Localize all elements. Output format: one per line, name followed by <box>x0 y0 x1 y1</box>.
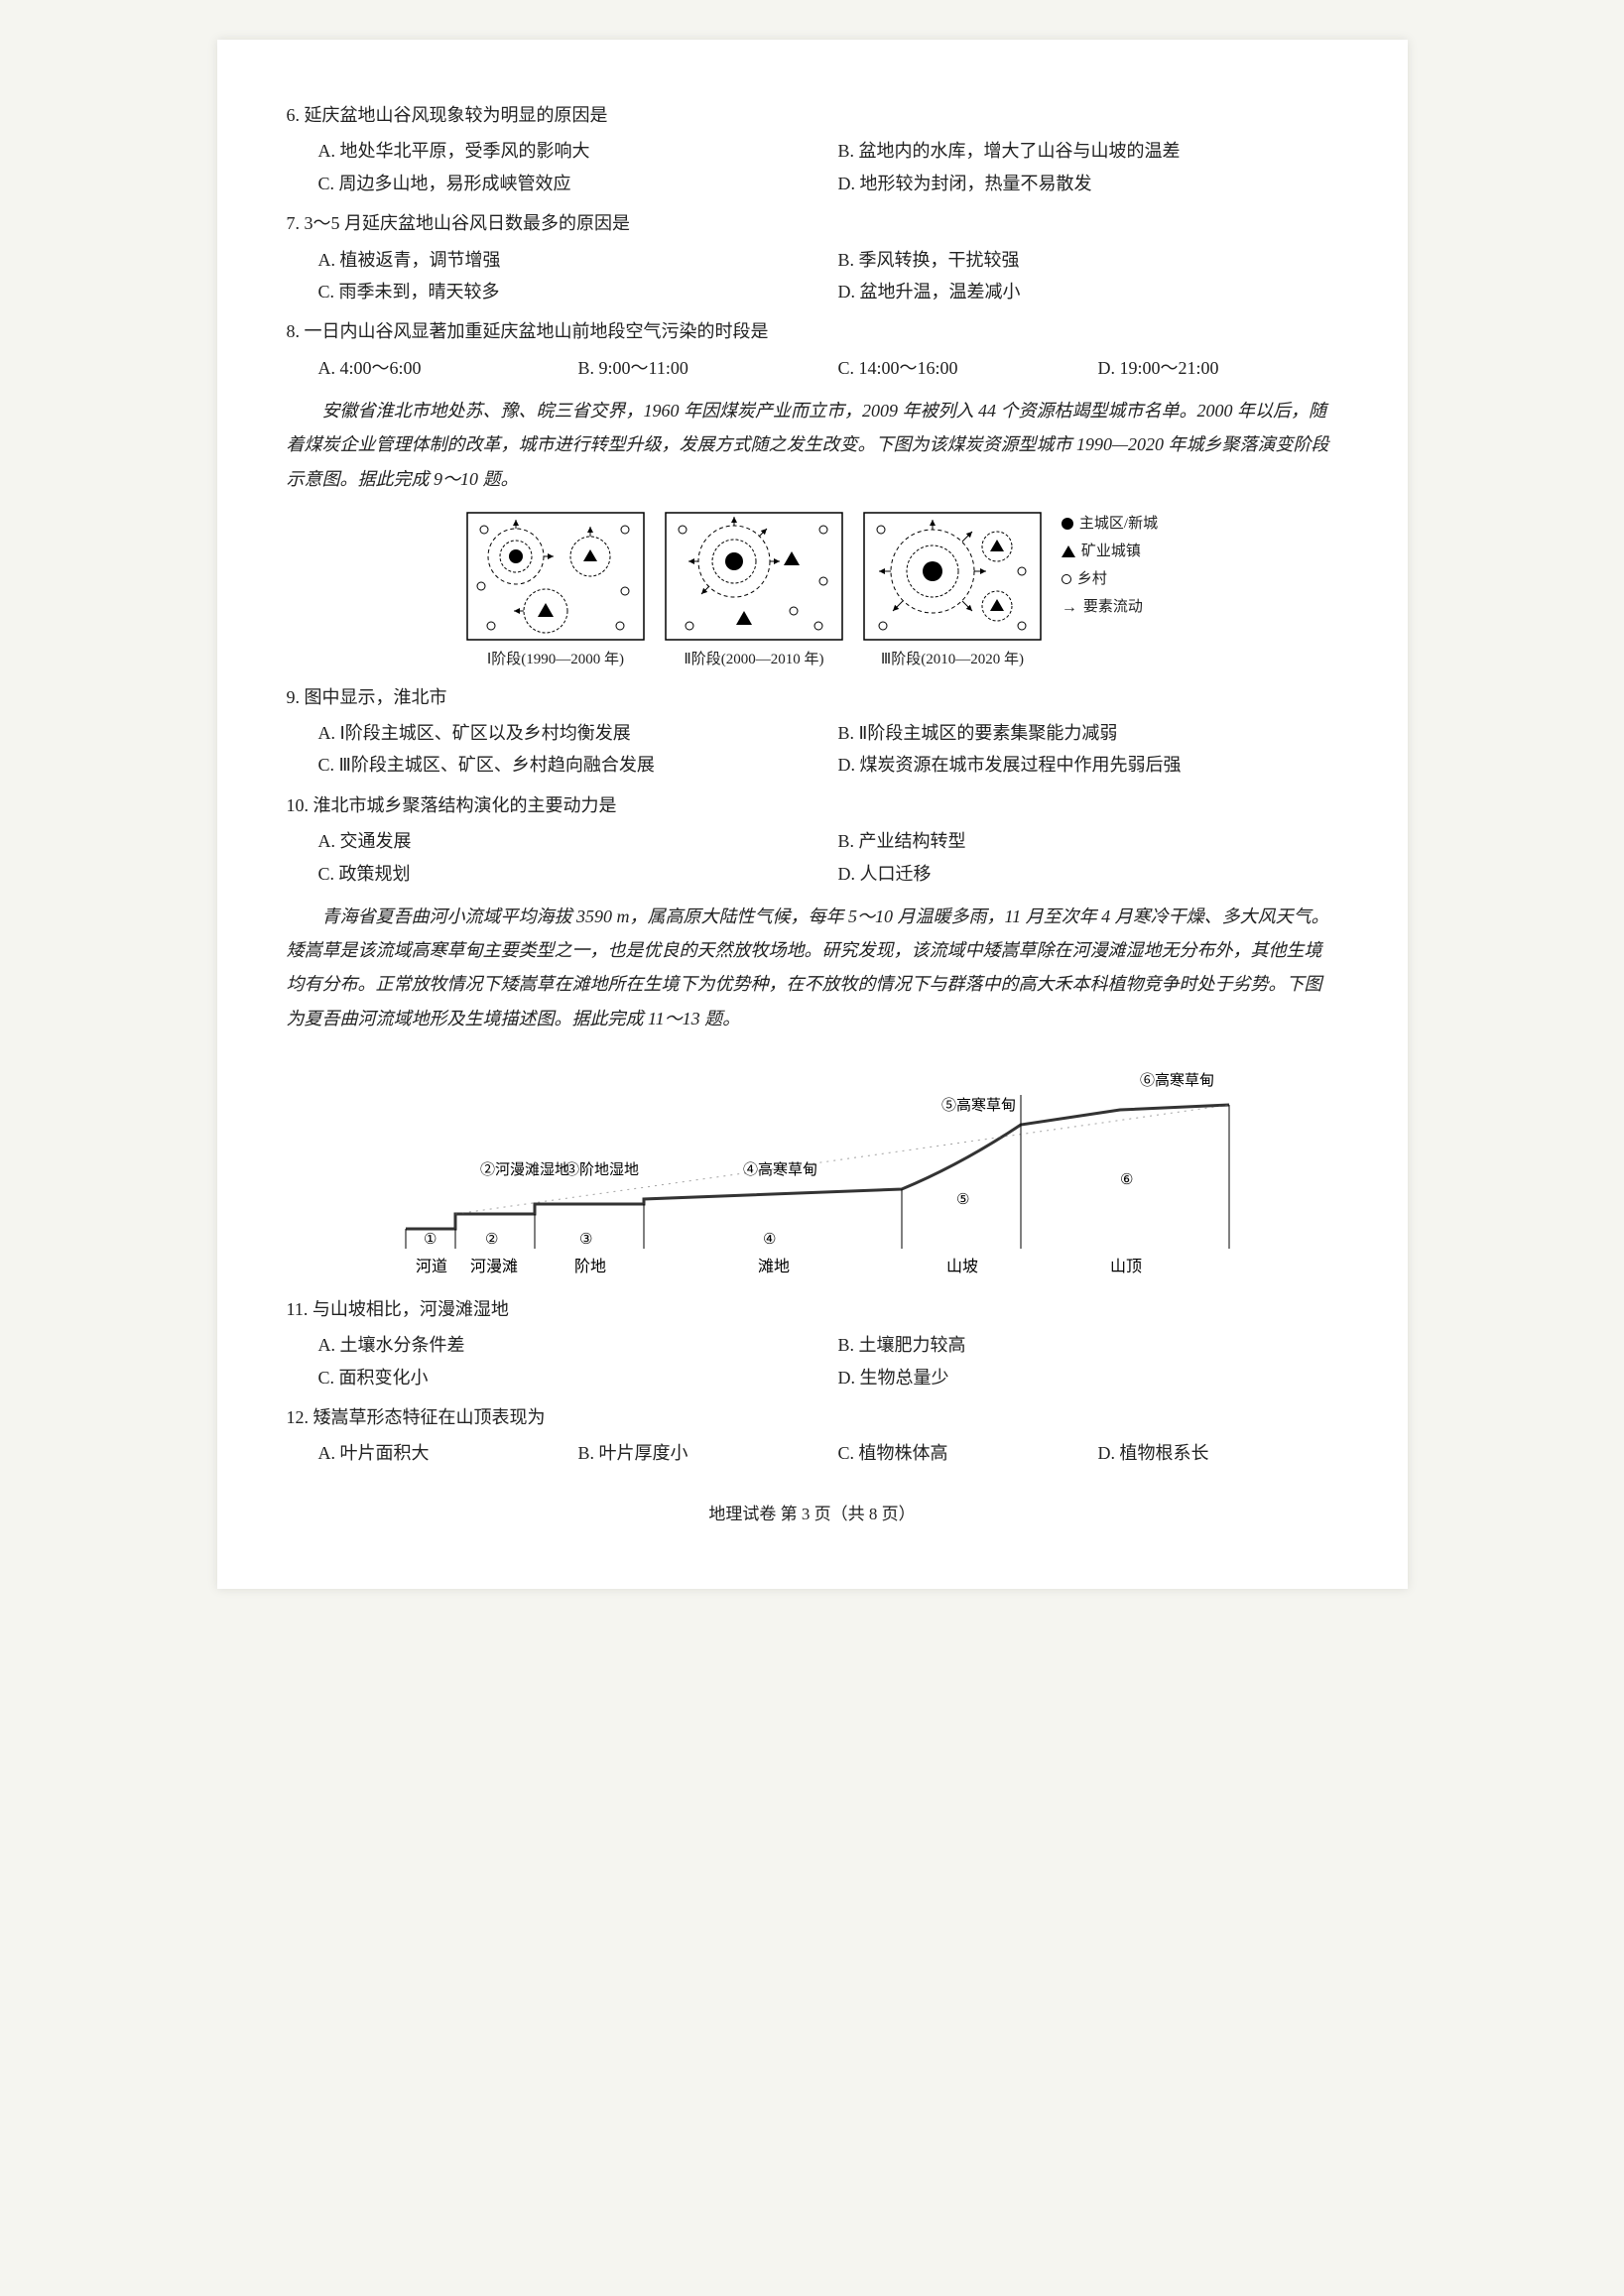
beach-label: 滩地 <box>758 1258 790 1275</box>
q10-opt-d: D. 人口迁移 <box>838 858 1338 890</box>
river-label: 河道 <box>416 1258 447 1275</box>
q9-opt-b: B. Ⅱ阶段主城区的要素集聚能力减弱 <box>838 717 1338 749</box>
q10-text: 10. 淮北市城乡聚落结构演化的主要动力是 <box>287 789 1338 821</box>
triangle-icon <box>1062 545 1075 557</box>
q9-opt-c: C. Ⅲ阶段主城区、矿区、乡村趋向融合发展 <box>318 749 818 781</box>
q8-options: A. 4:00～6:00 B. 9:00～11:00 C. 14:00～16:0… <box>287 352 1338 384</box>
label-l2: ②河漫滩湿地 <box>480 1161 569 1178</box>
q6-opt-d: D. 地形较为封闭，热量不易散发 <box>838 168 1338 199</box>
peak-label: 山顶 <box>1110 1258 1142 1275</box>
q7-text: 7. 3～5 月延庆盆地山谷风日数最多的原因是 <box>287 207 1338 239</box>
stage3-caption: Ⅲ阶段(2010—2020 年) <box>863 647 1042 673</box>
slope-label: 山坡 <box>946 1258 978 1275</box>
legend-mine-label: 矿业城镇 <box>1081 540 1141 563</box>
q12-opt-a: A. 叶片面积大 <box>318 1437 559 1469</box>
q12-opt-d: D. 植物根系长 <box>1098 1437 1338 1469</box>
q7-options: A. 植被返青，调节增强 B. 季风转换，干扰较强 C. 雨季未到，晴天较多 D… <box>287 244 1338 308</box>
label-l3: ③阶地湿地 <box>564 1161 639 1178</box>
n6: ⑥ <box>1120 1172 1133 1188</box>
dot-solid-icon <box>1062 518 1073 530</box>
stage1-svg <box>466 512 645 641</box>
question-9: 9. 图中显示，淮北市 A. Ⅰ阶段主城区、矿区以及乡村均衡发展 B. Ⅱ阶段主… <box>287 681 1338 782</box>
q10-opt-c: C. 政策规划 <box>318 858 818 890</box>
q12-options: A. 叶片面积大 B. 叶片厚度小 C. 植物株体高 D. 植物根系长 <box>287 1437 1338 1469</box>
label-l4: ④高寒草甸 <box>743 1160 817 1178</box>
question-7: 7. 3～5 月延庆盆地山谷风日数最多的原因是 A. 植被返青，调节增强 B. … <box>287 207 1338 307</box>
q11-opt-c: C. 面积变化小 <box>318 1362 818 1393</box>
passage-1: 安徽省淮北市地处苏、豫、皖三省交界，1960 年因煤炭产业而立市，2009 年被… <box>287 394 1338 496</box>
diagram-legend: 主城区/新城 矿业城镇 乡村 →要素流动 <box>1062 512 1158 625</box>
q8-opt-c: C. 14:00～16:00 <box>838 352 1078 384</box>
diagram-stage-3: Ⅲ阶段(2010—2020 年) <box>863 512 1042 673</box>
q11-text: 11. 与山坡相比，河漫滩湿地 <box>287 1293 1338 1325</box>
n5: ⑤ <box>956 1192 969 1208</box>
q7-opt-c: C. 雨季未到，晴天较多 <box>318 276 818 307</box>
question-11: 11. 与山坡相比，河漫滩湿地 A. 土壤水分条件差 B. 土壤肥力较高 C. … <box>287 1293 1338 1393</box>
label-l6: ⑥高寒草甸 <box>1140 1071 1214 1089</box>
floodplain-label: 河漫滩 <box>470 1258 518 1275</box>
n3: ③ <box>579 1232 592 1248</box>
legend-main-label: 主城区/新城 <box>1079 512 1158 536</box>
q11-opt-d: D. 生物总量少 <box>838 1362 1338 1393</box>
q12-text: 12. 矮嵩草形态特征在山顶表现为 <box>287 1401 1338 1433</box>
stage2-caption: Ⅱ阶段(2000—2010 年) <box>665 647 843 673</box>
q6-text: 6. 延庆盆地山谷风现象较为明显的原因是 <box>287 99 1338 131</box>
q6-opt-c: C. 周边多山地，易形成峡管效应 <box>318 168 818 199</box>
q6-options: A. 地处华北平原，受季风的影响大 B. 盆地内的水库，增大了山谷与山坡的温差 … <box>287 135 1338 199</box>
q10-opt-a: A. 交通发展 <box>318 825 818 857</box>
question-8: 8. 一日内山谷风显著加重延庆盆地山前地段空气污染的时段是 A. 4:00～6:… <box>287 315 1338 384</box>
question-6: 6. 延庆盆地山谷风现象较为明显的原因是 A. 地处华北平原，受季风的影响大 B… <box>287 99 1338 199</box>
q10-options: A. 交通发展 B. 产业结构转型 C. 政策规划 D. 人口迁移 <box>287 825 1338 890</box>
stage3-svg <box>863 512 1042 641</box>
q6-opt-a: A. 地处华北平原，受季风的影响大 <box>318 135 818 167</box>
legend-flow: →要素流动 <box>1062 595 1158 621</box>
q12-opt-c: C. 植物株体高 <box>838 1437 1078 1469</box>
q7-opt-b: B. 季风转换，干扰较强 <box>838 244 1338 276</box>
q11-options: A. 土壤水分条件差 B. 土壤肥力较高 C. 面积变化小 D. 生物总量少 <box>287 1329 1338 1393</box>
exam-page: 6. 延庆盆地山谷风现象较为明显的原因是 A. 地处华北平原，受季风的影响大 B… <box>217 40 1408 1589</box>
n2: ② <box>485 1232 498 1248</box>
diagram-stage-2: Ⅱ阶段(2000—2010 年) <box>665 512 843 673</box>
q6-opt-b: B. 盆地内的水库，增大了山谷与山坡的温差 <box>838 135 1338 167</box>
q9-opt-a: A. Ⅰ阶段主城区、矿区以及乡村均衡发展 <box>318 717 818 749</box>
diagram-stage-1: Ⅰ阶段(1990—2000 年) <box>466 512 645 673</box>
q7-opt-d: D. 盆地升温，温差减小 <box>838 276 1338 307</box>
q8-opt-d: D. 19:00～21:00 <box>1098 352 1338 384</box>
legend-main: 主城区/新城 <box>1062 512 1158 536</box>
q9-options: A. Ⅰ阶段主城区、矿区以及乡村均衡发展 B. Ⅱ阶段主城区的要素集聚能力减弱 … <box>287 717 1338 782</box>
passage-2: 青海省夏吾曲河小流域平均海拔 3590 m，属高原大陆性气候，每年 5～10 月… <box>287 900 1338 1035</box>
legend-village-label: 乡村 <box>1077 567 1107 591</box>
legend-village: 乡村 <box>1062 567 1158 591</box>
q9-opt-d: D. 煤炭资源在城市发展过程中作用先弱后强 <box>838 749 1338 781</box>
terrace-label: 阶地 <box>574 1258 606 1275</box>
settlement-diagrams: Ⅰ阶段(1990—2000 年) <box>287 512 1338 673</box>
q8-text: 8. 一日内山谷风显著加重延庆盆地山前地段空气污染的时段是 <box>287 315 1338 347</box>
q10-opt-b: B. 产业结构转型 <box>838 825 1338 857</box>
q9-text: 9. 图中显示，淮北市 <box>287 681 1338 713</box>
n4: ④ <box>763 1232 776 1248</box>
arrow-icon: → <box>1062 595 1077 621</box>
n1: ① <box>424 1232 437 1248</box>
q8-opt-a: A. 4:00～6:00 <box>318 352 559 384</box>
q11-opt-a: A. 土壤水分条件差 <box>318 1329 818 1361</box>
question-12: 12. 矮嵩草形态特征在山顶表现为 A. 叶片面积大 B. 叶片厚度小 C. 植… <box>287 1401 1338 1470</box>
q8-opt-b: B. 9:00～11:00 <box>578 352 818 384</box>
q12-opt-b: B. 叶片厚度小 <box>578 1437 818 1469</box>
question-10: 10. 淮北市城乡聚落结构演化的主要动力是 A. 交通发展 B. 产业结构转型 … <box>287 789 1338 890</box>
terrain-diagram: ②河漫滩湿地 ③阶地湿地 ④高寒草甸 ⑤高寒草甸 ⑥高寒草甸 ① ② ③ ④ ⑤… <box>366 1055 1259 1283</box>
page-footer: 地理试卷 第 3 页（共 8 页） <box>287 1500 1338 1530</box>
label-l5: ⑤高寒草甸 <box>941 1096 1016 1114</box>
q11-opt-b: B. 土壤肥力较高 <box>838 1329 1338 1361</box>
dot-hollow-icon <box>1062 574 1071 584</box>
stage1-caption: Ⅰ阶段(1990—2000 年) <box>466 647 645 673</box>
legend-flow-label: 要素流动 <box>1083 595 1143 619</box>
q7-opt-a: A. 植被返青，调节增强 <box>318 244 818 276</box>
legend-mine: 矿业城镇 <box>1062 540 1158 563</box>
stage2-svg <box>665 512 843 641</box>
